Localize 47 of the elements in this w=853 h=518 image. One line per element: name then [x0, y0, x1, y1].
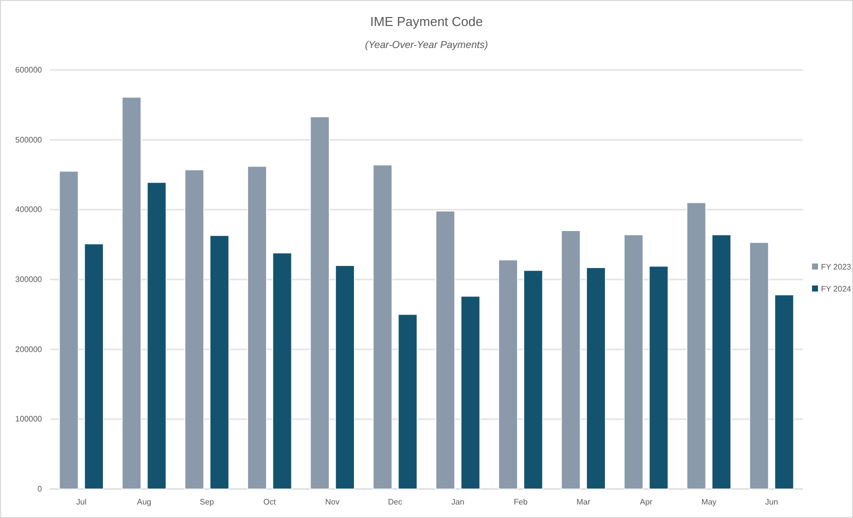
- bar: [122, 96, 142, 490]
- bar: [247, 166, 267, 490]
- x-tick-label: Jul: [76, 498, 87, 507]
- y-tick-label: 200000: [15, 344, 43, 354]
- x-tick-label: Jun: [765, 498, 778, 507]
- bar: [398, 314, 418, 490]
- bar: [436, 210, 456, 490]
- bar: [648, 266, 668, 490]
- y-tick-label: 0: [38, 484, 43, 494]
- bar: [624, 234, 644, 490]
- bar: [460, 296, 480, 490]
- bar: [523, 270, 543, 490]
- x-tick-label: Oct: [263, 498, 277, 507]
- bar: [84, 243, 104, 490]
- y-tick-label: 600000: [15, 66, 43, 75]
- chart-subtitle: (Year-Over-Year Payments): [364, 40, 488, 51]
- bar: [272, 252, 292, 490]
- chart-title: IME Payment Code: [370, 14, 483, 29]
- bar: [712, 234, 732, 490]
- legend-label: FY 2024: [821, 284, 852, 294]
- bar: [210, 235, 230, 490]
- bar: [498, 260, 518, 490]
- x-tick-label: Nov: [325, 498, 340, 507]
- x-tick-label: Jan: [451, 498, 464, 507]
- bar: [146, 182, 166, 490]
- y-tick-label: 400000: [15, 205, 43, 214]
- bar: [372, 164, 392, 490]
- bar: [749, 242, 769, 490]
- x-tick-label: Feb: [514, 498, 528, 507]
- x-tick-label: Aug: [137, 498, 152, 507]
- bar: [335, 265, 355, 490]
- bar: [561, 230, 581, 490]
- x-tick-label: Mar: [576, 498, 591, 507]
- bar: [184, 169, 204, 490]
- bar: [310, 116, 330, 490]
- x-tick-label: May: [701, 498, 716, 507]
- y-tick-label: 100000: [15, 414, 43, 424]
- legend-label: FY 2023: [821, 262, 852, 272]
- bar: [774, 294, 794, 490]
- bar: [586, 267, 606, 490]
- x-tick-label: Sep: [200, 498, 215, 507]
- x-tick-label: Dec: [388, 498, 402, 507]
- bar: [686, 202, 706, 490]
- x-tick-label: Apr: [640, 498, 653, 507]
- bar: [59, 170, 79, 490]
- y-tick-label: 300000: [15, 275, 43, 284]
- y-tick-label: 500000: [15, 135, 43, 144]
